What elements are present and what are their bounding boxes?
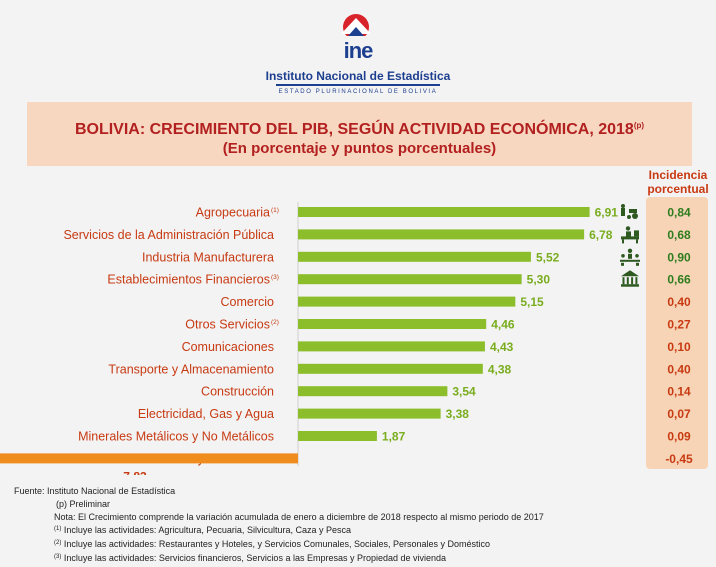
header: ine Instituto Nacional de Estadística ES… bbox=[0, 0, 716, 100]
footnote-1-marker: (1) bbox=[54, 526, 62, 533]
chart-title-text: BOLIVIA: CRECIMIENTO DEL PIB, SEGÚN ACTI… bbox=[74, 121, 634, 138]
title-banner: BOLIVIA: CRECIMIENTO DEL PIB, SEGÚN ACTI… bbox=[27, 102, 692, 166]
category-label: Agropecuaria bbox=[196, 206, 270, 220]
bar bbox=[298, 363, 483, 374]
value-label: 4,43 bbox=[490, 340, 514, 354]
footnote-2-marker: (2) bbox=[54, 540, 62, 547]
value-label: -7,82 bbox=[119, 469, 147, 475]
value-label: 5,15 bbox=[520, 295, 544, 309]
bar bbox=[298, 229, 585, 240]
value-label: 4,46 bbox=[491, 318, 515, 332]
bar bbox=[298, 341, 485, 352]
bar bbox=[298, 431, 377, 441]
footnote-2: (2) Incluye las actividades: Restaurante… bbox=[14, 537, 714, 551]
category-label: Establecimientos Financieros bbox=[107, 273, 270, 287]
chart-title-superscript: (p) bbox=[633, 121, 645, 130]
bar bbox=[298, 408, 441, 419]
value-label: 6,91 bbox=[595, 206, 619, 220]
footnote-3-marker: (3) bbox=[54, 553, 62, 560]
incidence-label: 0,90 bbox=[667, 250, 691, 264]
incidence-label: 0,66 bbox=[667, 273, 691, 287]
incidence-label: 0,14 bbox=[667, 385, 691, 399]
incidence-label: 0,09 bbox=[667, 430, 691, 444]
category-superscript: (3) bbox=[271, 274, 279, 281]
category-label: Comercio bbox=[221, 295, 275, 309]
source-note: Fuente: Instituto Nacional de Estadístic… bbox=[14, 486, 176, 496]
ine-logo-icon bbox=[341, 14, 371, 36]
incidence-label: 0,10 bbox=[667, 340, 691, 354]
category-label: Construcción bbox=[201, 385, 274, 399]
growth-bar-chart: Agropecuaria (1) 6,91 0,84 Servicios de la A… bbox=[0, 202, 693, 475]
incidence-label: 0,07 bbox=[667, 407, 691, 421]
bar bbox=[298, 319, 487, 329]
footnote-1: (1) Incluye las actividades: Agricultura… bbox=[14, 523, 714, 537]
footnote-3: (3) Incluye las actividades: Servicios f… bbox=[14, 551, 714, 565]
value-label: 3,54 bbox=[452, 385, 476, 399]
incidence-label: 0,40 bbox=[667, 295, 691, 309]
chart-subtitle: (En porcentaje y puntos porcentuales) bbox=[222, 140, 497, 157]
value-label: 6,78 bbox=[589, 228, 613, 242]
incidence-label: 0,68 bbox=[667, 228, 691, 242]
incidence-panel bbox=[646, 197, 708, 469]
growth-note: Nota: El Crecimiento comprende la variac… bbox=[54, 511, 544, 522]
category-label: Otros Servicios bbox=[185, 318, 270, 332]
value-label: 1,87 bbox=[382, 430, 406, 444]
category-label: Servicios de la Administración Pública bbox=[63, 228, 274, 242]
farmer-tractor-icon bbox=[621, 204, 638, 219]
incidence-label: 0,40 bbox=[667, 362, 691, 376]
chart-title: BOLIVIA: CRECIMIENTO DEL PIB, SEGÚN ACTI… bbox=[27, 116, 692, 140]
category-superscript: (2) bbox=[271, 319, 279, 326]
state-name: ESTADO PLURINACIONAL DE BOLIVIA bbox=[278, 89, 438, 95]
bar bbox=[0, 453, 298, 464]
footnote-1-text: Incluye las actividades: Agricultura, Pe… bbox=[61, 525, 351, 536]
bank-building-icon bbox=[621, 270, 639, 287]
value-label: 5,52 bbox=[536, 250, 560, 264]
footnotes: Fuente: Instituto Nacional de Estadístic… bbox=[14, 485, 714, 565]
value-label: 4,38 bbox=[488, 362, 512, 376]
incidence-label: 0,27 bbox=[667, 318, 691, 332]
category-superscript: (1) bbox=[271, 207, 279, 214]
incidence-label: 0,84 bbox=[667, 206, 691, 220]
bar bbox=[298, 386, 448, 397]
incidence-header: Incidencia porcentual bbox=[647, 168, 709, 196]
logo-text: ine bbox=[343, 38, 374, 63]
category-label: Comunicaciones bbox=[182, 340, 274, 354]
institute-name: Instituto Nacional de Estadística bbox=[265, 69, 451, 83]
value-label: 5,30 bbox=[527, 273, 551, 287]
public-administration-desk-icon bbox=[621, 226, 639, 244]
category-label: Minerales Metálicos y No Metálicos bbox=[78, 430, 274, 444]
bar bbox=[298, 207, 590, 217]
category-label: Industria Manufacturera bbox=[142, 250, 274, 264]
bar bbox=[298, 251, 531, 262]
incidence-label: -0,45 bbox=[665, 452, 693, 466]
logo-divider bbox=[276, 84, 440, 86]
manufacturing-workers-icon bbox=[620, 248, 640, 266]
category-label: Transporte y Almacenamiento bbox=[108, 362, 274, 376]
footnote-3-text: Incluye las actividades: Servicios finan… bbox=[61, 552, 447, 563]
footnote-2-text: Incluye las actividades: Restaurantes y … bbox=[61, 539, 491, 550]
bar bbox=[298, 274, 522, 285]
value-label: 3,38 bbox=[446, 407, 470, 421]
category-label: Electricidad, Gas y Agua bbox=[138, 407, 274, 421]
bar bbox=[298, 296, 516, 307]
preliminary-note: (p) Preliminar bbox=[56, 498, 111, 509]
